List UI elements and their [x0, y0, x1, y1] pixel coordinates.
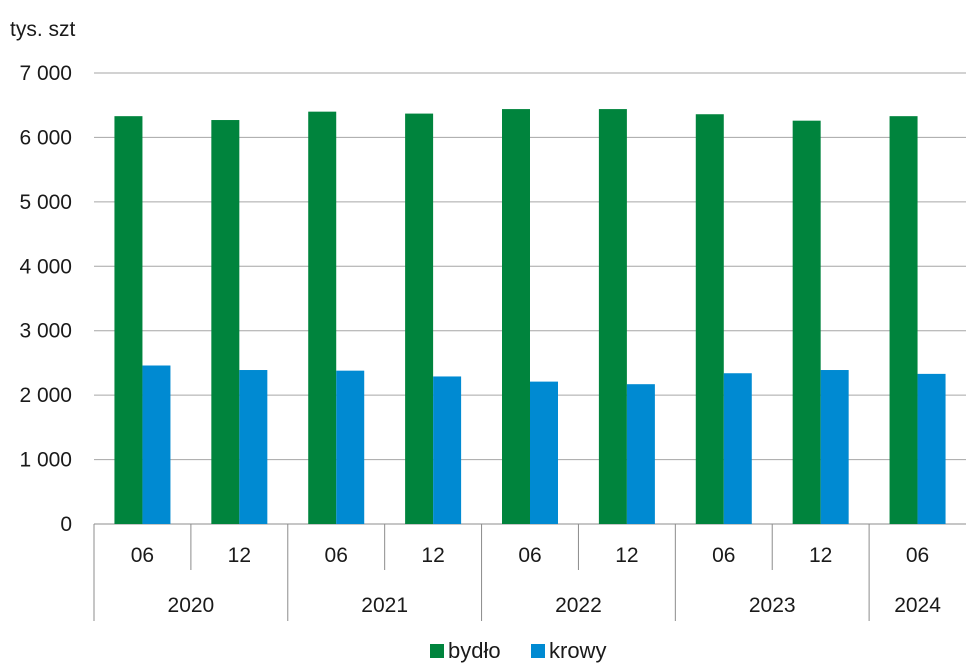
bar-krowy — [433, 376, 462, 524]
x-tick-label: 12 — [421, 544, 444, 567]
legend-swatch — [430, 644, 444, 658]
x-group-label: 2021 — [361, 594, 408, 617]
bar-bydlo — [792, 120, 821, 525]
legend-swatch — [531, 644, 545, 658]
x-group-label: 2024 — [894, 594, 941, 617]
y-tick-label: 2 000 — [19, 384, 72, 407]
bar-bydlo — [695, 114, 724, 524]
legend-label: bydło — [448, 638, 501, 663]
x-tick-label: 06 — [131, 544, 154, 567]
y-tick-label: 3 000 — [19, 320, 72, 343]
x-group-label: 2023 — [749, 594, 796, 617]
x-tick-label: 06 — [906, 544, 929, 567]
x-tick-label: 06 — [518, 544, 541, 567]
x-tick-label: 06 — [325, 544, 348, 567]
y-tick-label: 0 — [60, 513, 72, 536]
bar-bydlo — [502, 109, 530, 524]
bar-krowy — [626, 384, 655, 524]
bar-bydlo — [114, 116, 143, 524]
bars — [114, 109, 946, 525]
bar-bydlo — [308, 111, 337, 525]
bar-krowy — [820, 370, 849, 524]
x-tick-label: 12 — [615, 544, 638, 567]
y-tick-label: 5 000 — [19, 191, 72, 214]
bar-krowy — [142, 365, 171, 524]
x-tick-label: 12 — [228, 544, 251, 567]
x-tick-label: 06 — [712, 544, 735, 567]
y-tick-label: 7 000 — [19, 62, 72, 85]
y-tick-label: 6 000 — [19, 126, 72, 149]
bar-bydlo — [211, 120, 240, 524]
x-axis: 06 12 06 12 06 12 06 12 06 2020 2021 2022 2023 2024 — [93, 524, 941, 621]
bar-bydlo — [598, 109, 627, 524]
bar-krowy — [917, 373, 946, 524]
bar-krowy — [239, 370, 268, 524]
bar-krowy — [336, 370, 365, 524]
y-tick-label: 1 000 — [19, 449, 72, 472]
bar-krowy — [530, 381, 558, 524]
x-group-label: 2020 — [168, 594, 215, 617]
bar-krowy — [723, 373, 752, 524]
y-tick-label: 4 000 — [19, 255, 72, 278]
bar-bydlo — [889, 116, 918, 524]
y-axis-tick-labels: 0 1 000 2 000 3 000 4 000 5 000 6 000 7 000 — [19, 62, 72, 536]
x-tick-label: 12 — [809, 544, 832, 567]
legend-label: krowy — [549, 638, 606, 663]
bar-bydlo — [405, 113, 434, 524]
legend: bydło krowy — [430, 638, 606, 663]
y-axis-unit-label: tys. szt — [10, 18, 76, 41]
x-group-label: 2022 — [555, 594, 602, 617]
